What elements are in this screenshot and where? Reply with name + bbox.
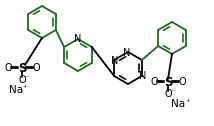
Text: ⁺: ⁺ [23, 84, 27, 92]
Text: O: O [178, 77, 186, 87]
Text: ⁻: ⁻ [25, 73, 29, 83]
Text: O: O [18, 75, 26, 85]
Text: O: O [4, 63, 12, 73]
Text: Na: Na [9, 85, 23, 95]
Text: O: O [150, 77, 158, 87]
Text: N: N [74, 34, 82, 44]
Text: Na: Na [171, 99, 185, 109]
Text: ⁺: ⁺ [186, 98, 190, 106]
Text: O: O [164, 89, 172, 99]
Text: ⁻: ⁻ [171, 87, 175, 97]
Text: S: S [164, 75, 172, 88]
Text: S: S [18, 61, 26, 74]
Text: O: O [32, 63, 40, 73]
Text: N: N [123, 48, 131, 58]
Text: N: N [139, 71, 147, 81]
Text: N: N [111, 56, 119, 66]
